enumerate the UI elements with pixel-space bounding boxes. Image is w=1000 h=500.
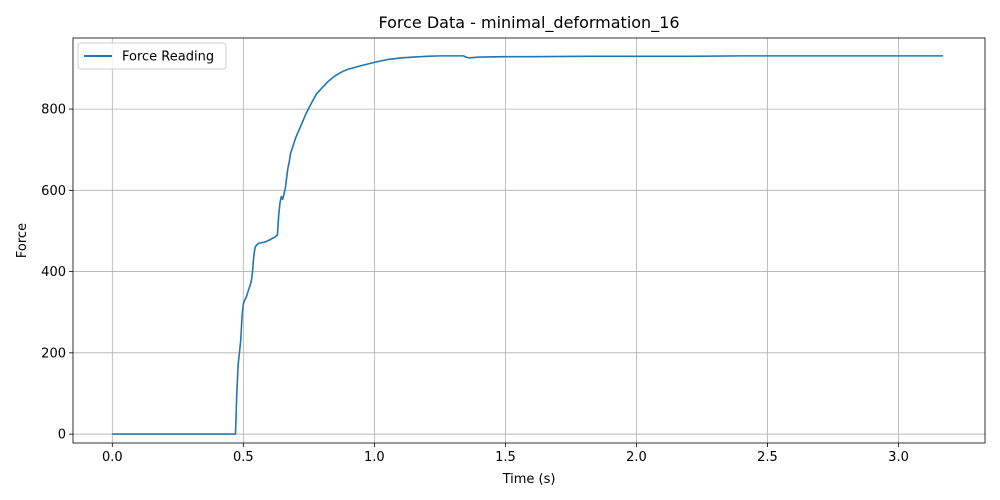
y-tick-label: 800	[41, 103, 66, 118]
x-tick-label: 1.0	[364, 450, 385, 465]
x-tick-label: 1.5	[495, 450, 516, 465]
x-tick-label: 3.0	[888, 450, 909, 465]
x-tick-label: 0.0	[102, 450, 123, 465]
x-tick-label: 2.5	[757, 450, 778, 465]
plot-area-frame	[72, 37, 986, 444]
x-tick-label: 0.5	[233, 450, 254, 465]
grid-lines	[73, 38, 985, 443]
legend-box	[77, 42, 227, 70]
series-line-force-reading	[112, 55, 944, 435]
legend: Force Reading	[77, 42, 227, 70]
y-tick-label: 400	[41, 265, 66, 280]
series-layer	[112, 55, 944, 435]
chart-title: Force Data - minimal_deformation_16	[378, 13, 679, 33]
x-axis-ticks: 0.0 0.5 1.0 1.5 2.0 2.5 3.0	[102, 443, 909, 465]
y-axis-ticks: 0 200 400 600 800	[41, 103, 73, 443]
y-tick-label: 0	[58, 428, 66, 443]
y-tick-label: 200	[41, 346, 66, 361]
x-axis-label: Time (s)	[502, 472, 556, 487]
x-tick-label: 2.0	[626, 450, 647, 465]
y-tick-label: 600	[41, 184, 66, 199]
legend-label-force-reading: Force Reading	[122, 50, 214, 65]
y-axis-label: Force	[15, 223, 30, 258]
